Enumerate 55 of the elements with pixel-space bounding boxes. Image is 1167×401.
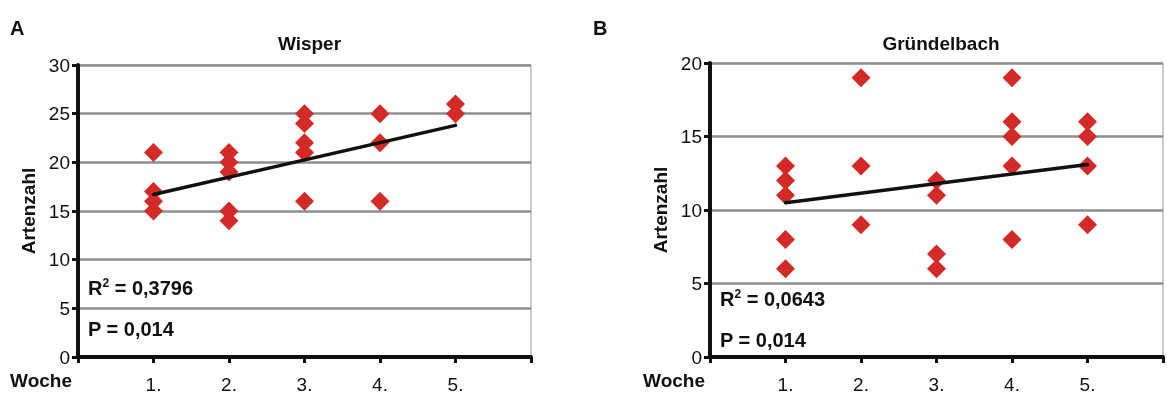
x-axis-title: Woche (643, 370, 705, 391)
text: A (10, 17, 25, 39)
y-axis-title: Artenzahl (649, 166, 671, 254)
point (1078, 112, 1097, 132)
point (144, 143, 163, 163)
x-tick-label: 1. (145, 374, 162, 395)
point (776, 185, 795, 205)
y-tick-label: 0 (59, 346, 70, 368)
x-axis-title: Woche (10, 370, 72, 391)
y-tick-label: 20 (48, 151, 70, 173)
chart-title: Wisper (277, 33, 342, 54)
point (776, 156, 795, 176)
x-tick-label: 4. (372, 374, 388, 395)
y-tick-label: 20 (680, 52, 702, 74)
y-tick-label: 5 (691, 273, 702, 294)
point (1078, 127, 1097, 146)
x-tick-label: 5. (1079, 374, 1096, 395)
y-tick-label: 25 (48, 103, 70, 125)
point (1002, 127, 1022, 146)
point (1002, 112, 1022, 132)
y-axis-title: Artenzahl (17, 167, 39, 255)
point (851, 156, 871, 176)
point (927, 244, 946, 264)
y-tick-label: 5 (59, 297, 70, 319)
y-tick-label: 30 (48, 54, 70, 76)
x-tick-label: 3. (296, 374, 313, 395)
x-tick-label: 5. (447, 374, 464, 395)
point (776, 171, 795, 191)
point (776, 259, 795, 279)
y-tick-label: 10 (680, 199, 702, 221)
x-tick-label: 3. (928, 374, 945, 395)
point (851, 215, 871, 235)
annotation: P = 0,014 (720, 329, 807, 351)
point (927, 185, 946, 205)
y-tick-label: 15 (680, 126, 702, 147)
y-tick-label: 15 (48, 200, 70, 222)
point (1078, 215, 1097, 235)
point (1002, 68, 1022, 88)
annotation: P = 0,014 (88, 318, 175, 340)
y-tick-label: 0 (691, 346, 702, 368)
point (370, 191, 390, 211)
text: B (593, 17, 608, 39)
point (851, 68, 871, 88)
x-tick-label: 2. (221, 374, 237, 395)
point (1002, 156, 1022, 176)
x-tick-label: 4. (1004, 374, 1020, 395)
point (1002, 229, 1022, 249)
point (776, 229, 795, 249)
point (295, 191, 314, 211)
point (370, 104, 390, 124)
point (927, 259, 946, 279)
chart-title: Gründelbach (882, 33, 1000, 54)
x-tick-label: 2. (853, 374, 869, 395)
x-tick-label: 1. (777, 374, 794, 395)
y-tick-label: 10 (48, 249, 70, 271)
